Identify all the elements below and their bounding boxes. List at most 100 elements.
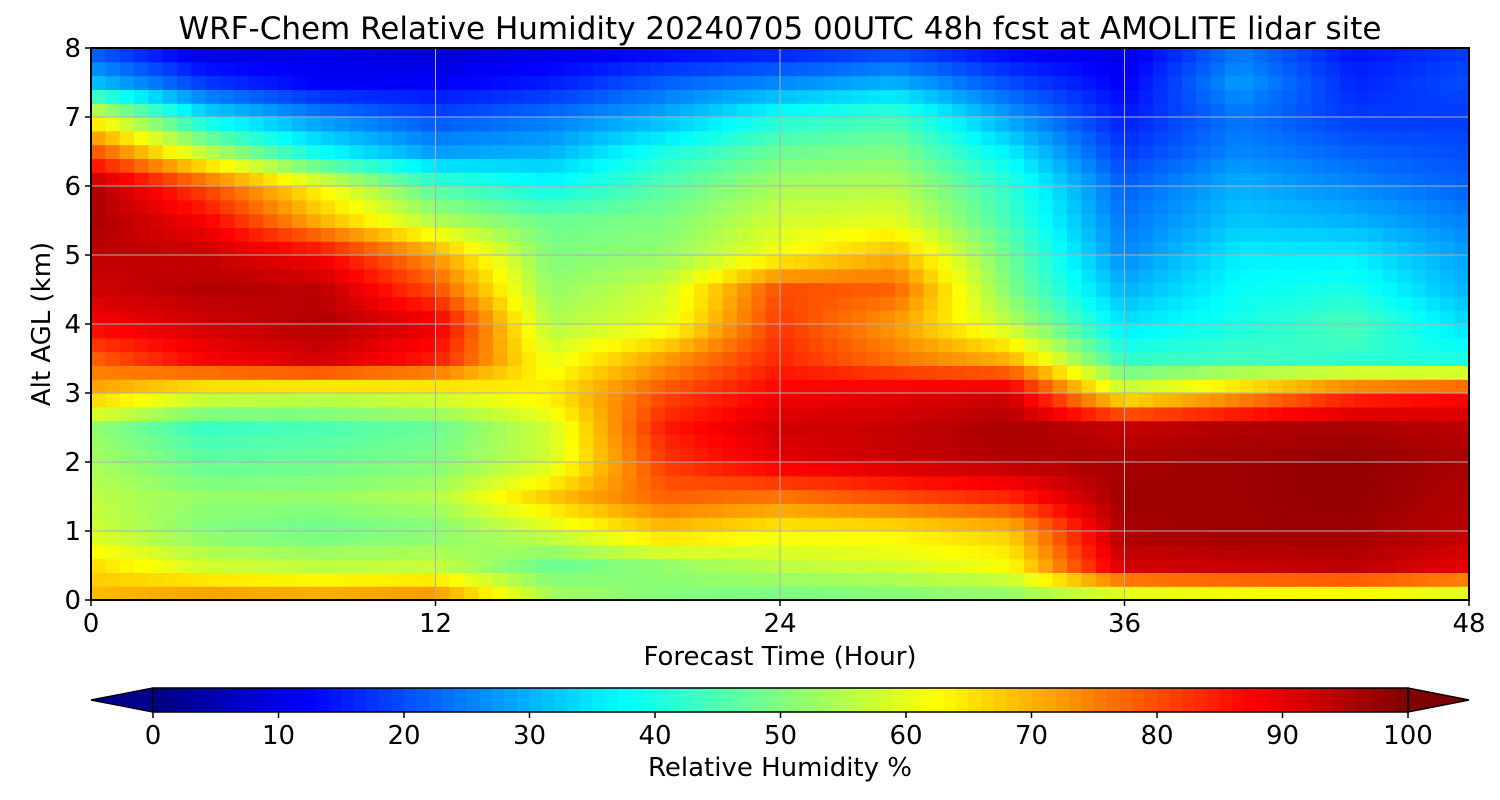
heatmap-cell — [191, 338, 206, 352]
heatmap-cell — [694, 76, 709, 90]
heatmap-cell — [880, 255, 895, 269]
heatmap-cell — [995, 200, 1010, 214]
heatmap-cell — [952, 172, 967, 186]
heatmap-cell — [1297, 48, 1312, 62]
heatmap-cell — [249, 545, 264, 559]
heatmap-cell — [378, 490, 393, 504]
heatmap-cell — [378, 103, 393, 117]
heatmap-cell — [163, 490, 178, 504]
heatmap-cell — [263, 145, 278, 159]
heatmap-cell — [1354, 145, 1369, 159]
heatmap-cell — [1168, 393, 1183, 407]
heatmap-cell — [694, 421, 709, 435]
heatmap-cell — [593, 407, 608, 421]
heatmap-cell — [1268, 158, 1283, 172]
heatmap-cell — [938, 172, 953, 186]
heatmap-cell — [579, 586, 594, 600]
heatmap-cell — [1125, 407, 1140, 421]
heatmap-cell — [120, 352, 135, 366]
heatmap-cell — [622, 324, 637, 338]
heatmap-cell — [1239, 490, 1254, 504]
heatmap-cell — [507, 117, 522, 131]
heatmap-cell — [909, 269, 924, 283]
heatmap-cell — [1297, 324, 1312, 338]
heatmap-cell — [1096, 517, 1111, 531]
heatmap-cell — [321, 462, 336, 476]
heatmap-cell — [579, 200, 594, 214]
heatmap-cell — [1225, 352, 1240, 366]
heatmap-cell — [163, 131, 178, 145]
heatmap-cell — [493, 48, 508, 62]
heatmap-cell — [1340, 296, 1355, 310]
heatmap-cell — [493, 462, 508, 476]
heatmap-cell — [1225, 283, 1240, 297]
heatmap-cell — [1225, 559, 1240, 573]
heatmap-cell — [967, 158, 982, 172]
heatmap-cell — [292, 490, 307, 504]
heatmap-cell — [1053, 241, 1068, 255]
heatmap-cell — [220, 48, 235, 62]
heatmap-cell — [120, 434, 135, 448]
heatmap-cell — [1139, 365, 1154, 379]
heatmap-cell — [866, 227, 881, 241]
heatmap-cell — [1225, 448, 1240, 462]
heatmap-cell — [593, 62, 608, 76]
heatmap-cell — [1010, 503, 1025, 517]
heatmap-cell — [909, 365, 924, 379]
heatmap-cell — [522, 296, 537, 310]
heatmap-cell — [1211, 103, 1226, 117]
heatmap-cell — [895, 117, 910, 131]
heatmap-cell — [91, 103, 106, 117]
heatmap-cell — [694, 448, 709, 462]
heatmap-cell — [694, 352, 709, 366]
heatmap-cell — [665, 76, 680, 90]
heatmap-cell — [1455, 227, 1470, 241]
heatmap-cell — [1340, 379, 1355, 393]
heatmap-cell — [924, 365, 939, 379]
heatmap-cell — [536, 448, 551, 462]
heatmap-cell — [191, 255, 206, 269]
heatmap-cell — [1096, 365, 1111, 379]
heatmap-cell — [1440, 158, 1455, 172]
heatmap-cell — [134, 255, 149, 269]
heatmap-cell — [436, 310, 451, 324]
heatmap-cell — [292, 214, 307, 228]
heatmap-cell — [866, 103, 881, 117]
heatmap-cell — [866, 296, 881, 310]
heatmap-cell — [292, 241, 307, 255]
heatmap-cell — [895, 393, 910, 407]
heatmap-cell — [177, 103, 192, 117]
heatmap-cell — [163, 283, 178, 297]
heatmap-cell — [464, 283, 479, 297]
heatmap-cell — [723, 324, 738, 338]
heatmap-cell — [952, 241, 967, 255]
heatmap-cell — [235, 434, 250, 448]
heatmap-cell — [1397, 186, 1412, 200]
heatmap-cell — [780, 572, 795, 586]
heatmap-cell — [780, 517, 795, 531]
heatmap-cell — [593, 490, 608, 504]
heatmap-cell — [292, 572, 307, 586]
heatmap-cell — [1397, 559, 1412, 573]
heatmap-cell — [852, 462, 867, 476]
heatmap-cell — [321, 434, 336, 448]
heatmap-cell — [191, 103, 206, 117]
heatmap-cell — [206, 434, 221, 448]
heatmap-cell — [1139, 103, 1154, 117]
heatmap-cell — [349, 269, 364, 283]
heatmap-cell — [364, 393, 379, 407]
heatmap-cell — [852, 559, 867, 573]
heatmap-cell — [220, 283, 235, 297]
heatmap-cell — [924, 255, 939, 269]
heatmap-cell — [1426, 255, 1441, 269]
heatmap-cell — [392, 145, 407, 159]
heatmap-cell — [335, 572, 350, 586]
heatmap-cell — [1153, 227, 1168, 241]
heatmap-cell — [880, 462, 895, 476]
heatmap-cell — [335, 393, 350, 407]
heatmap-cell — [163, 503, 178, 517]
heatmap-cell — [981, 48, 996, 62]
heatmap-cell — [1053, 434, 1068, 448]
heatmap-cell — [680, 476, 695, 490]
heatmap-cell — [349, 421, 364, 435]
